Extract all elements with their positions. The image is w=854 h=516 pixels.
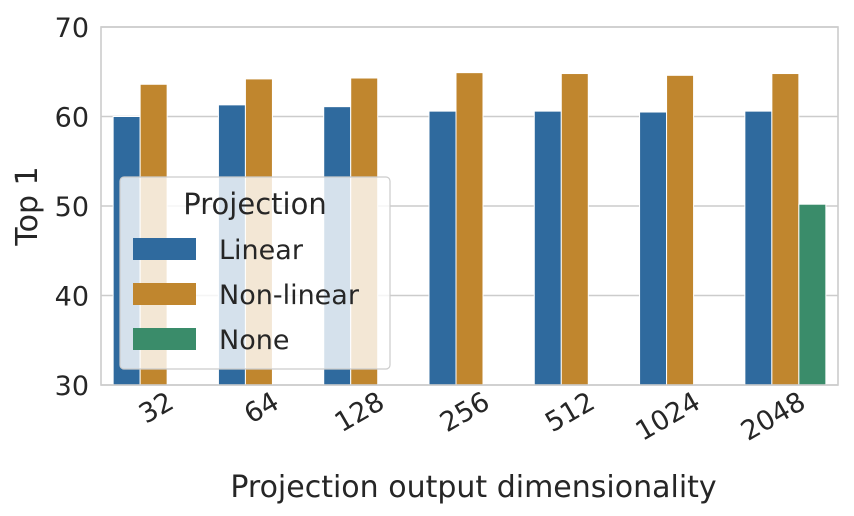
bar-non-linear-1024 — [666, 74, 695, 386]
legend-swatch — [133, 238, 196, 260]
legend-label: Linear — [219, 235, 304, 266]
x-axis-ticks: 32 64 128 256 512 1024 2048 — [134, 386, 811, 447]
legend-swatch — [133, 283, 196, 305]
bar-linear-1024 — [639, 111, 668, 386]
y-axis-title: Top 1 — [10, 166, 45, 246]
legend-label: None — [219, 325, 289, 356]
x-tick-label: 512 — [540, 386, 600, 439]
x-tick-label: 256 — [435, 386, 495, 439]
legend-box — [119, 176, 391, 370]
x-tick-label: 128 — [330, 386, 390, 439]
y-tick-label: 40 — [55, 282, 89, 313]
plot-frame — [100, 26, 839, 386]
y-tick-label: 70 — [55, 13, 89, 44]
bar-non-linear-256 — [455, 72, 484, 386]
x-tick-label: 32 — [134, 386, 179, 430]
x-axis-title: Projection output dimensionality — [230, 470, 716, 505]
bar-linear-512 — [533, 110, 562, 386]
y-tick-label: 30 — [55, 371, 89, 402]
legend-swatch — [133, 328, 196, 350]
y-axis-ticks: 30 40 50 60 70 — [55, 13, 89, 402]
bar-non-linear-2048 — [771, 73, 800, 386]
bar-non-linear-512 — [560, 73, 589, 386]
legend-label: Non-linear — [219, 280, 360, 311]
legend: Projection Linear Non-linear None — [119, 176, 391, 370]
x-tick-label: 2048 — [736, 386, 811, 447]
y-tick-label: 50 — [55, 192, 89, 223]
x-tick-label: 1024 — [631, 386, 706, 447]
legend-items: Linear Non-linear None — [133, 235, 360, 356]
x-tick-label: 64 — [239, 386, 284, 430]
bar-linear-256 — [428, 110, 457, 386]
legend-title: Projection — [183, 187, 326, 221]
bar-none-2048 — [798, 203, 827, 386]
bar-linear-2048 — [744, 110, 773, 386]
y-tick-label: 60 — [55, 103, 89, 134]
